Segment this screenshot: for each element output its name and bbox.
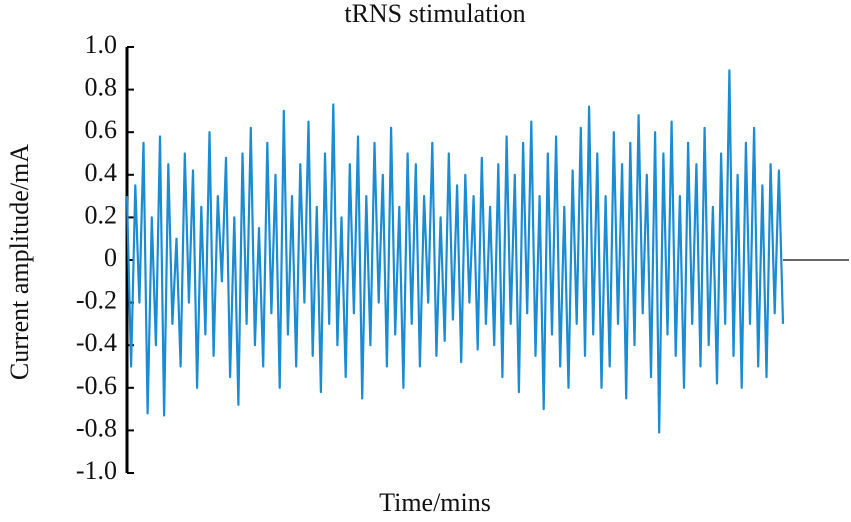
y-tick-label: -0.4 <box>76 328 117 357</box>
signal-line <box>125 69 785 434</box>
y-tick-label: 0.2 <box>85 200 118 229</box>
y-tick-label: -0.2 <box>76 286 117 315</box>
chart-title: tRNS stimulation <box>344 0 525 28</box>
y-tick-label: -0.6 <box>76 371 117 400</box>
y-tick-label: 0 <box>104 243 117 272</box>
y-tick-label: 0.4 <box>85 158 118 187</box>
y-tick-label: 0.8 <box>85 73 118 102</box>
y-tick-label: -0.8 <box>76 413 117 442</box>
y-tick-label: 1.0 <box>85 30 118 59</box>
y-tick-label: 0.6 <box>85 115 118 144</box>
y-tick-label: -1.0 <box>76 456 117 485</box>
y-axis-label: Current amplitude/mA <box>5 144 34 380</box>
x-axis-label: Time/mins <box>379 488 491 517</box>
